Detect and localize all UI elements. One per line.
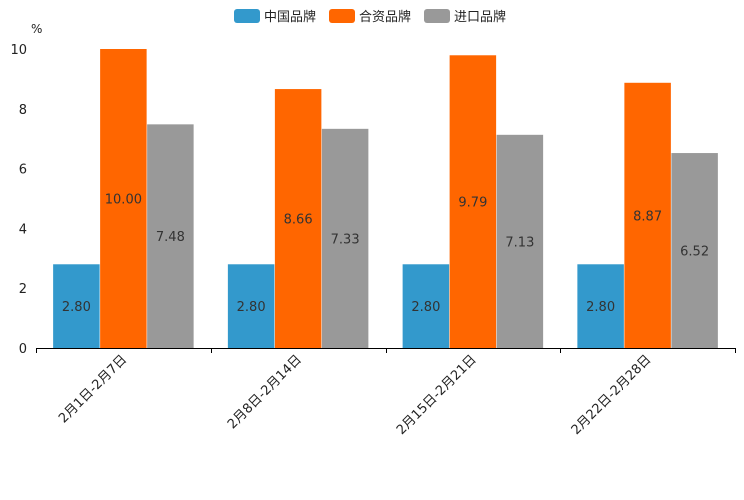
data-label: 2.80 (62, 300, 91, 315)
data-label: 8.87 (633, 209, 662, 224)
bar[interactable] (577, 264, 624, 348)
data-label: 2.80 (586, 300, 615, 315)
legend: 中国品牌 合资品牌 进口品牌 (234, 9, 506, 25)
bar[interactable] (671, 153, 718, 348)
data-label: 6.52 (680, 245, 709, 260)
data-label: 8.66 (284, 213, 313, 228)
y-axis: 0 2 4 6 8 10 (10, 43, 27, 357)
legend-swatch[interactable] (329, 9, 355, 23)
legend-label[interactable]: 进口品牌 (454, 9, 506, 25)
x-category-label: 2月15日-2月21日 (394, 352, 480, 438)
data-label: 7.33 (331, 232, 360, 247)
y-tick-label: 4 (19, 222, 27, 237)
bar[interactable] (227, 264, 275, 348)
bar[interactable] (624, 82, 671, 349)
data-label: 7.13 (505, 235, 534, 250)
x-category-label: 2月22日-2月28日 (569, 352, 655, 438)
legend-label[interactable]: 中国品牌 (264, 9, 316, 25)
x-category-label: 2月8日-2月14日 (225, 352, 305, 432)
y-tick-label: 6 (19, 163, 27, 178)
bar[interactable] (100, 49, 147, 348)
bars (53, 49, 718, 349)
legend-label[interactable]: 合资品牌 (359, 9, 411, 25)
bar[interactable] (321, 128, 369, 348)
x-axis: 2月1日-2月7日 2月8日-2月14日 2月15日-2月21日 2月22日-2月28… (36, 348, 736, 438)
x-category-label: 2月1日-2月7日 (56, 352, 130, 426)
legend-swatch[interactable] (234, 9, 260, 23)
bar[interactable] (402, 264, 450, 348)
legend-swatch[interactable] (424, 9, 450, 23)
y-tick-label: 8 (19, 103, 27, 118)
y-axis-unit-label: % (31, 22, 42, 36)
y-tick-label: 2 (19, 282, 27, 297)
data-label: 2.80 (411, 300, 440, 315)
data-label: 10.00 (105, 193, 142, 208)
data-label: 7.48 (156, 230, 185, 245)
data-label: 9.79 (458, 196, 487, 211)
bar[interactable] (147, 124, 194, 349)
bar[interactable] (53, 264, 100, 348)
y-tick-label: 10 (10, 43, 27, 58)
bar[interactable] (496, 134, 544, 348)
data-labels: 2.80 2.80 2.80 2.80 10.00 8.66 9.79 8.87 7.48 7.3… (62, 193, 709, 316)
data-label: 2.80 (237, 300, 266, 315)
y-tick-label: 0 (19, 342, 27, 357)
bar[interactable] (449, 55, 497, 349)
bar[interactable] (274, 89, 322, 348)
